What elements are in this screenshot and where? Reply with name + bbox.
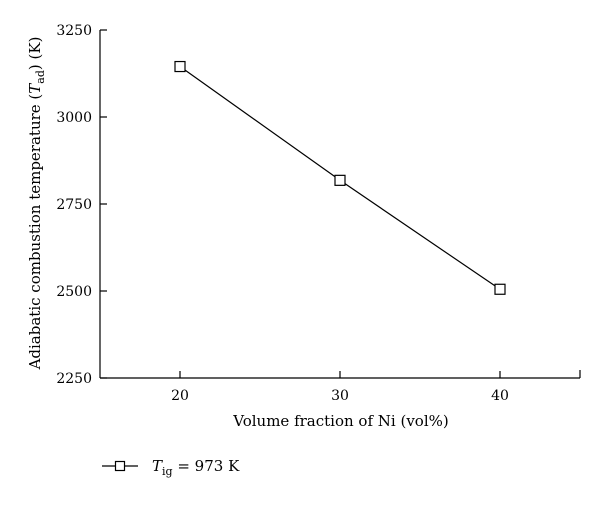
y-axis-title: Adiabatic combustion temperature (Tad) (… xyxy=(26,37,47,371)
y-tick-label: 2750 xyxy=(56,197,92,213)
x-tick-label: 30 xyxy=(331,388,349,404)
data-point xyxy=(494,283,506,295)
legend-label: Tig = 973 K xyxy=(152,457,240,478)
plot-frame xyxy=(99,30,581,379)
y-axis-title-subscript: ad xyxy=(34,70,47,84)
series-layer xyxy=(174,60,506,295)
legend-symbol: T xyxy=(152,457,163,475)
x-tick-label: 40 xyxy=(491,388,509,404)
y-axis-ticks: 2250 2500 2750 3000 3250 xyxy=(56,23,107,387)
data-point xyxy=(334,174,346,186)
y-axis-title-symbol: T xyxy=(26,83,44,94)
y-tick-label: 3000 xyxy=(56,110,92,126)
legend-subscript: ig xyxy=(162,465,173,478)
legend-marker xyxy=(114,460,126,472)
x-tick-label: 20 xyxy=(171,388,189,404)
y-axis-title-prefix: Adiabatic combustion temperature ( xyxy=(26,94,44,371)
x-axis-title: Volume fraction of Ni (vol%) xyxy=(232,412,448,430)
x-axis-ticks: 20 30 40 xyxy=(171,371,509,404)
y-tick-label: 2500 xyxy=(56,284,92,300)
y-tick-label: 3250 xyxy=(56,23,92,39)
data-point xyxy=(174,60,186,73)
y-axis-title-suffix: ) (K) xyxy=(26,37,44,71)
y-tick-label: 2250 xyxy=(56,371,92,387)
legend-suffix: = 973 K xyxy=(173,457,241,475)
legend: Tig = 973 K xyxy=(102,457,240,478)
